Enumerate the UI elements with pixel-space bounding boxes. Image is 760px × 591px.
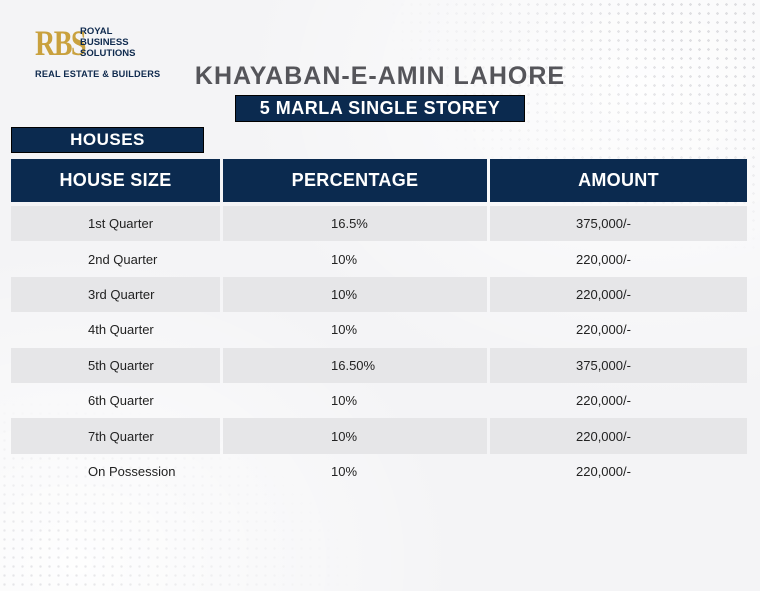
cell-percentage: 10% [331,322,358,338]
table-header-row: HOUSE SIZE PERCENTAGE AMOUNT [11,159,747,202]
table-body: 1st Quarter 16.5% 375,000/- 2nd Quarter … [11,206,747,489]
cell-amount: 375,000/- [490,206,747,242]
payment-plan-table: HOUSE SIZE PERCENTAGE AMOUNT 1st Quarter… [11,159,747,489]
cell-amount: 220,000/- [490,418,747,454]
table-row: 3rd Quarter 10% 220,000/- [11,276,747,313]
logo-word-3: SOLUTIONS [80,48,136,59]
cell-amount: 220,000/- [576,322,631,338]
page-title: KHAYABAN-E-AMIN LAHORE [194,62,566,90]
cell-house-size: 6th Quarter [88,393,154,409]
cell-house-size: On Possession [88,463,176,479]
cell-percentage: 10% [331,251,358,267]
cell-percentage: 10% [331,393,358,409]
cell-house-size: 5th Quarter [11,347,220,383]
cell-percentage: 10% [223,276,487,313]
cell-percentage: 10% [223,418,487,454]
cell-amount: 220,000/- [576,463,631,479]
cell-house-size: 4th Quarter [88,322,154,338]
table-row: 1st Quarter 16.5% 375,000/- [11,206,747,242]
table-row: 4th Quarter 10% 220,000/- [11,312,747,347]
logo-tagline: REAL ESTATE & BUILDERS [35,69,161,79]
cell-amount: 375,000/- [490,347,747,383]
logo-words: ROYAL BUSINESS SOLUTIONS [80,26,135,59]
table-row: 2nd Quarter 10% 220,000/- [11,241,747,276]
page-subtitle: 5 MARLA SINGLE STOREY [235,95,525,122]
header-house-size: HOUSE SIZE [11,159,220,202]
section-label: HOUSES [11,127,204,153]
cell-house-size: 3rd Quarter [11,276,220,313]
cell-house-size: 2nd Quarter [88,251,158,267]
header-percentage: PERCENTAGE [223,159,487,202]
table-row: 5th Quarter 16.50% 375,000/- [11,347,747,383]
table-row: 6th Quarter 10% 220,000/- [11,383,747,418]
logo-word-2: BUSINESS [80,37,129,48]
table-row: 7th Quarter 10% 220,000/- [11,418,747,454]
cell-amount: 220,000/- [490,276,747,313]
logo-word-1: ROYAL [80,26,113,37]
logo-mark: RBS [35,23,87,63]
company-logo: RBS ROYAL BUSINESS SOLUTIONS REAL ESTATE… [35,23,160,82]
cell-percentage: 16.5% [223,206,487,242]
table-row: On Possession 10% 220,000/- [11,454,747,489]
cell-percentage: 10% [331,463,358,479]
header-amount: AMOUNT [490,159,747,202]
cell-house-size: 1st Quarter [11,206,220,242]
cell-percentage: 16.50% [223,347,487,383]
cell-amount: 220,000/- [576,251,631,267]
cell-amount: 220,000/- [576,393,631,409]
cell-house-size: 7th Quarter [11,418,220,454]
